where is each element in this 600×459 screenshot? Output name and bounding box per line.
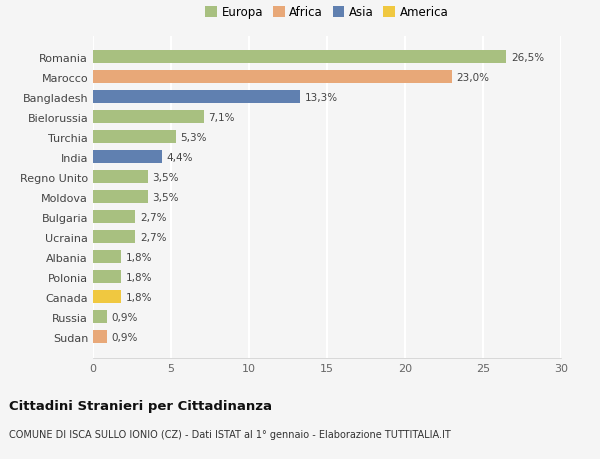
Text: 13,3%: 13,3% <box>305 93 338 103</box>
Text: 5,3%: 5,3% <box>181 133 207 143</box>
Bar <box>93 271 121 284</box>
Bar <box>93 91 301 104</box>
Bar <box>93 211 135 224</box>
Bar <box>93 191 148 204</box>
Bar <box>93 151 161 164</box>
Bar <box>93 111 204 124</box>
Text: 3,5%: 3,5% <box>152 192 179 202</box>
Text: 7,1%: 7,1% <box>208 112 235 123</box>
Text: COMUNE DI ISCA SULLO IONIO (CZ) - Dati ISTAT al 1° gennaio - Elaborazione TUTTIT: COMUNE DI ISCA SULLO IONIO (CZ) - Dati I… <box>9 429 451 439</box>
Text: 1,8%: 1,8% <box>126 272 152 282</box>
Bar <box>93 311 107 324</box>
Bar <box>93 71 452 84</box>
Text: 1,8%: 1,8% <box>126 292 152 302</box>
Bar <box>93 231 135 244</box>
Bar <box>93 171 148 184</box>
Bar <box>93 251 121 263</box>
Legend: Europa, Africa, Asia, America: Europa, Africa, Asia, America <box>203 4 451 22</box>
Text: 23,0%: 23,0% <box>457 73 490 83</box>
Bar <box>93 51 506 64</box>
Text: 0,9%: 0,9% <box>112 332 138 342</box>
Text: 1,8%: 1,8% <box>126 252 152 262</box>
Bar <box>93 330 107 343</box>
Text: 2,7%: 2,7% <box>140 213 166 222</box>
Text: 2,7%: 2,7% <box>140 232 166 242</box>
Text: 3,5%: 3,5% <box>152 173 179 182</box>
Text: Cittadini Stranieri per Cittadinanza: Cittadini Stranieri per Cittadinanza <box>9 399 272 412</box>
Bar <box>93 291 121 303</box>
Text: 26,5%: 26,5% <box>511 53 544 63</box>
Text: 0,9%: 0,9% <box>112 312 138 322</box>
Text: 4,4%: 4,4% <box>166 152 193 162</box>
Bar <box>93 131 176 144</box>
